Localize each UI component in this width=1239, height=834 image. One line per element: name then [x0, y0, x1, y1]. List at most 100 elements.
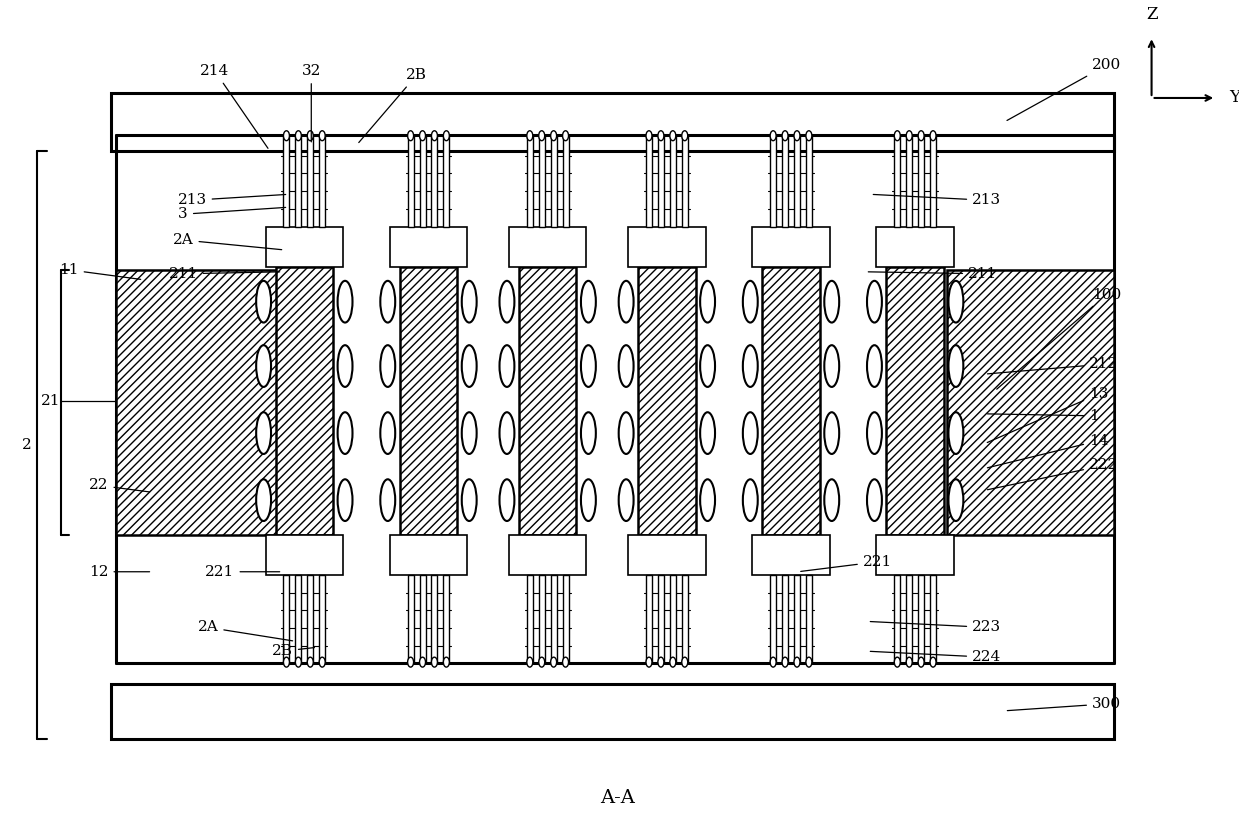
- Bar: [906, 575, 912, 662]
- Ellipse shape: [743, 480, 758, 521]
- Bar: [658, 575, 664, 662]
- Bar: [646, 136, 652, 227]
- Ellipse shape: [646, 657, 652, 667]
- Text: 2B: 2B: [359, 68, 427, 143]
- Ellipse shape: [618, 281, 633, 323]
- Bar: [265, 227, 343, 267]
- Bar: [295, 136, 301, 227]
- Ellipse shape: [824, 480, 839, 521]
- Bar: [444, 136, 450, 227]
- Bar: [563, 136, 569, 227]
- Ellipse shape: [824, 281, 839, 323]
- Bar: [771, 136, 776, 227]
- Bar: [895, 136, 901, 227]
- Ellipse shape: [527, 131, 533, 141]
- Bar: [771, 575, 776, 662]
- Ellipse shape: [805, 131, 812, 141]
- Bar: [431, 575, 437, 662]
- Ellipse shape: [824, 412, 839, 454]
- Text: 2A: 2A: [172, 233, 281, 249]
- Bar: [390, 227, 467, 267]
- Bar: [918, 575, 924, 662]
- Bar: [681, 575, 688, 662]
- Bar: [408, 136, 414, 227]
- Text: 221: 221: [206, 565, 280, 579]
- Text: A-A: A-A: [600, 789, 634, 807]
- Text: 213: 213: [873, 193, 1001, 208]
- Ellipse shape: [539, 131, 545, 141]
- Ellipse shape: [256, 412, 271, 454]
- Text: 32: 32: [301, 64, 321, 142]
- Text: 2B: 2B: [273, 644, 315, 658]
- Bar: [782, 575, 788, 662]
- Bar: [110, 93, 1114, 151]
- Bar: [519, 267, 576, 535]
- Ellipse shape: [918, 131, 924, 141]
- Bar: [110, 684, 1114, 739]
- Ellipse shape: [581, 412, 596, 454]
- Ellipse shape: [408, 131, 414, 141]
- Bar: [782, 136, 788, 227]
- Ellipse shape: [539, 657, 545, 667]
- Ellipse shape: [867, 412, 882, 454]
- Ellipse shape: [527, 657, 533, 667]
- Text: 224: 224: [870, 651, 1001, 664]
- Ellipse shape: [550, 657, 556, 667]
- Bar: [876, 227, 954, 267]
- Ellipse shape: [499, 345, 514, 387]
- Bar: [646, 575, 652, 662]
- Ellipse shape: [431, 657, 437, 667]
- Text: 212: 212: [987, 357, 1119, 374]
- Text: Z: Z: [1146, 7, 1157, 23]
- Bar: [509, 227, 586, 267]
- Text: 200: 200: [1007, 58, 1121, 120]
- Ellipse shape: [499, 281, 514, 323]
- Bar: [638, 267, 695, 535]
- Ellipse shape: [337, 281, 353, 323]
- Ellipse shape: [462, 345, 477, 387]
- Bar: [320, 575, 325, 662]
- Ellipse shape: [700, 412, 715, 454]
- Text: 21: 21: [41, 394, 61, 408]
- Ellipse shape: [307, 657, 313, 667]
- Ellipse shape: [867, 345, 882, 387]
- Text: 214: 214: [201, 64, 268, 148]
- Bar: [115, 270, 286, 535]
- Ellipse shape: [581, 281, 596, 323]
- Text: 223: 223: [870, 620, 1001, 635]
- Text: 213: 213: [177, 193, 286, 208]
- Bar: [408, 575, 414, 662]
- Bar: [628, 535, 705, 575]
- Ellipse shape: [431, 131, 437, 141]
- Ellipse shape: [948, 345, 964, 387]
- Ellipse shape: [700, 480, 715, 521]
- Text: 300: 300: [1007, 697, 1121, 711]
- Ellipse shape: [670, 657, 675, 667]
- Ellipse shape: [420, 131, 425, 141]
- Ellipse shape: [462, 281, 477, 323]
- Text: 1: 1: [987, 409, 1099, 423]
- Bar: [431, 136, 437, 227]
- Bar: [307, 136, 313, 227]
- Text: 221: 221: [800, 555, 892, 571]
- Text: 211: 211: [169, 267, 280, 281]
- Ellipse shape: [380, 480, 395, 521]
- Bar: [895, 575, 901, 662]
- Ellipse shape: [462, 480, 477, 521]
- Ellipse shape: [408, 657, 414, 667]
- Bar: [752, 227, 830, 267]
- Text: 100: 100: [996, 288, 1121, 389]
- Text: 12: 12: [89, 565, 150, 579]
- Ellipse shape: [895, 657, 901, 667]
- Ellipse shape: [948, 412, 964, 454]
- Ellipse shape: [618, 345, 633, 387]
- Text: 13: 13: [987, 387, 1109, 443]
- Ellipse shape: [444, 657, 450, 667]
- Bar: [265, 535, 343, 575]
- Ellipse shape: [320, 131, 325, 141]
- Ellipse shape: [681, 657, 688, 667]
- Ellipse shape: [658, 657, 664, 667]
- Ellipse shape: [948, 480, 964, 521]
- Bar: [275, 267, 333, 535]
- Ellipse shape: [295, 131, 301, 141]
